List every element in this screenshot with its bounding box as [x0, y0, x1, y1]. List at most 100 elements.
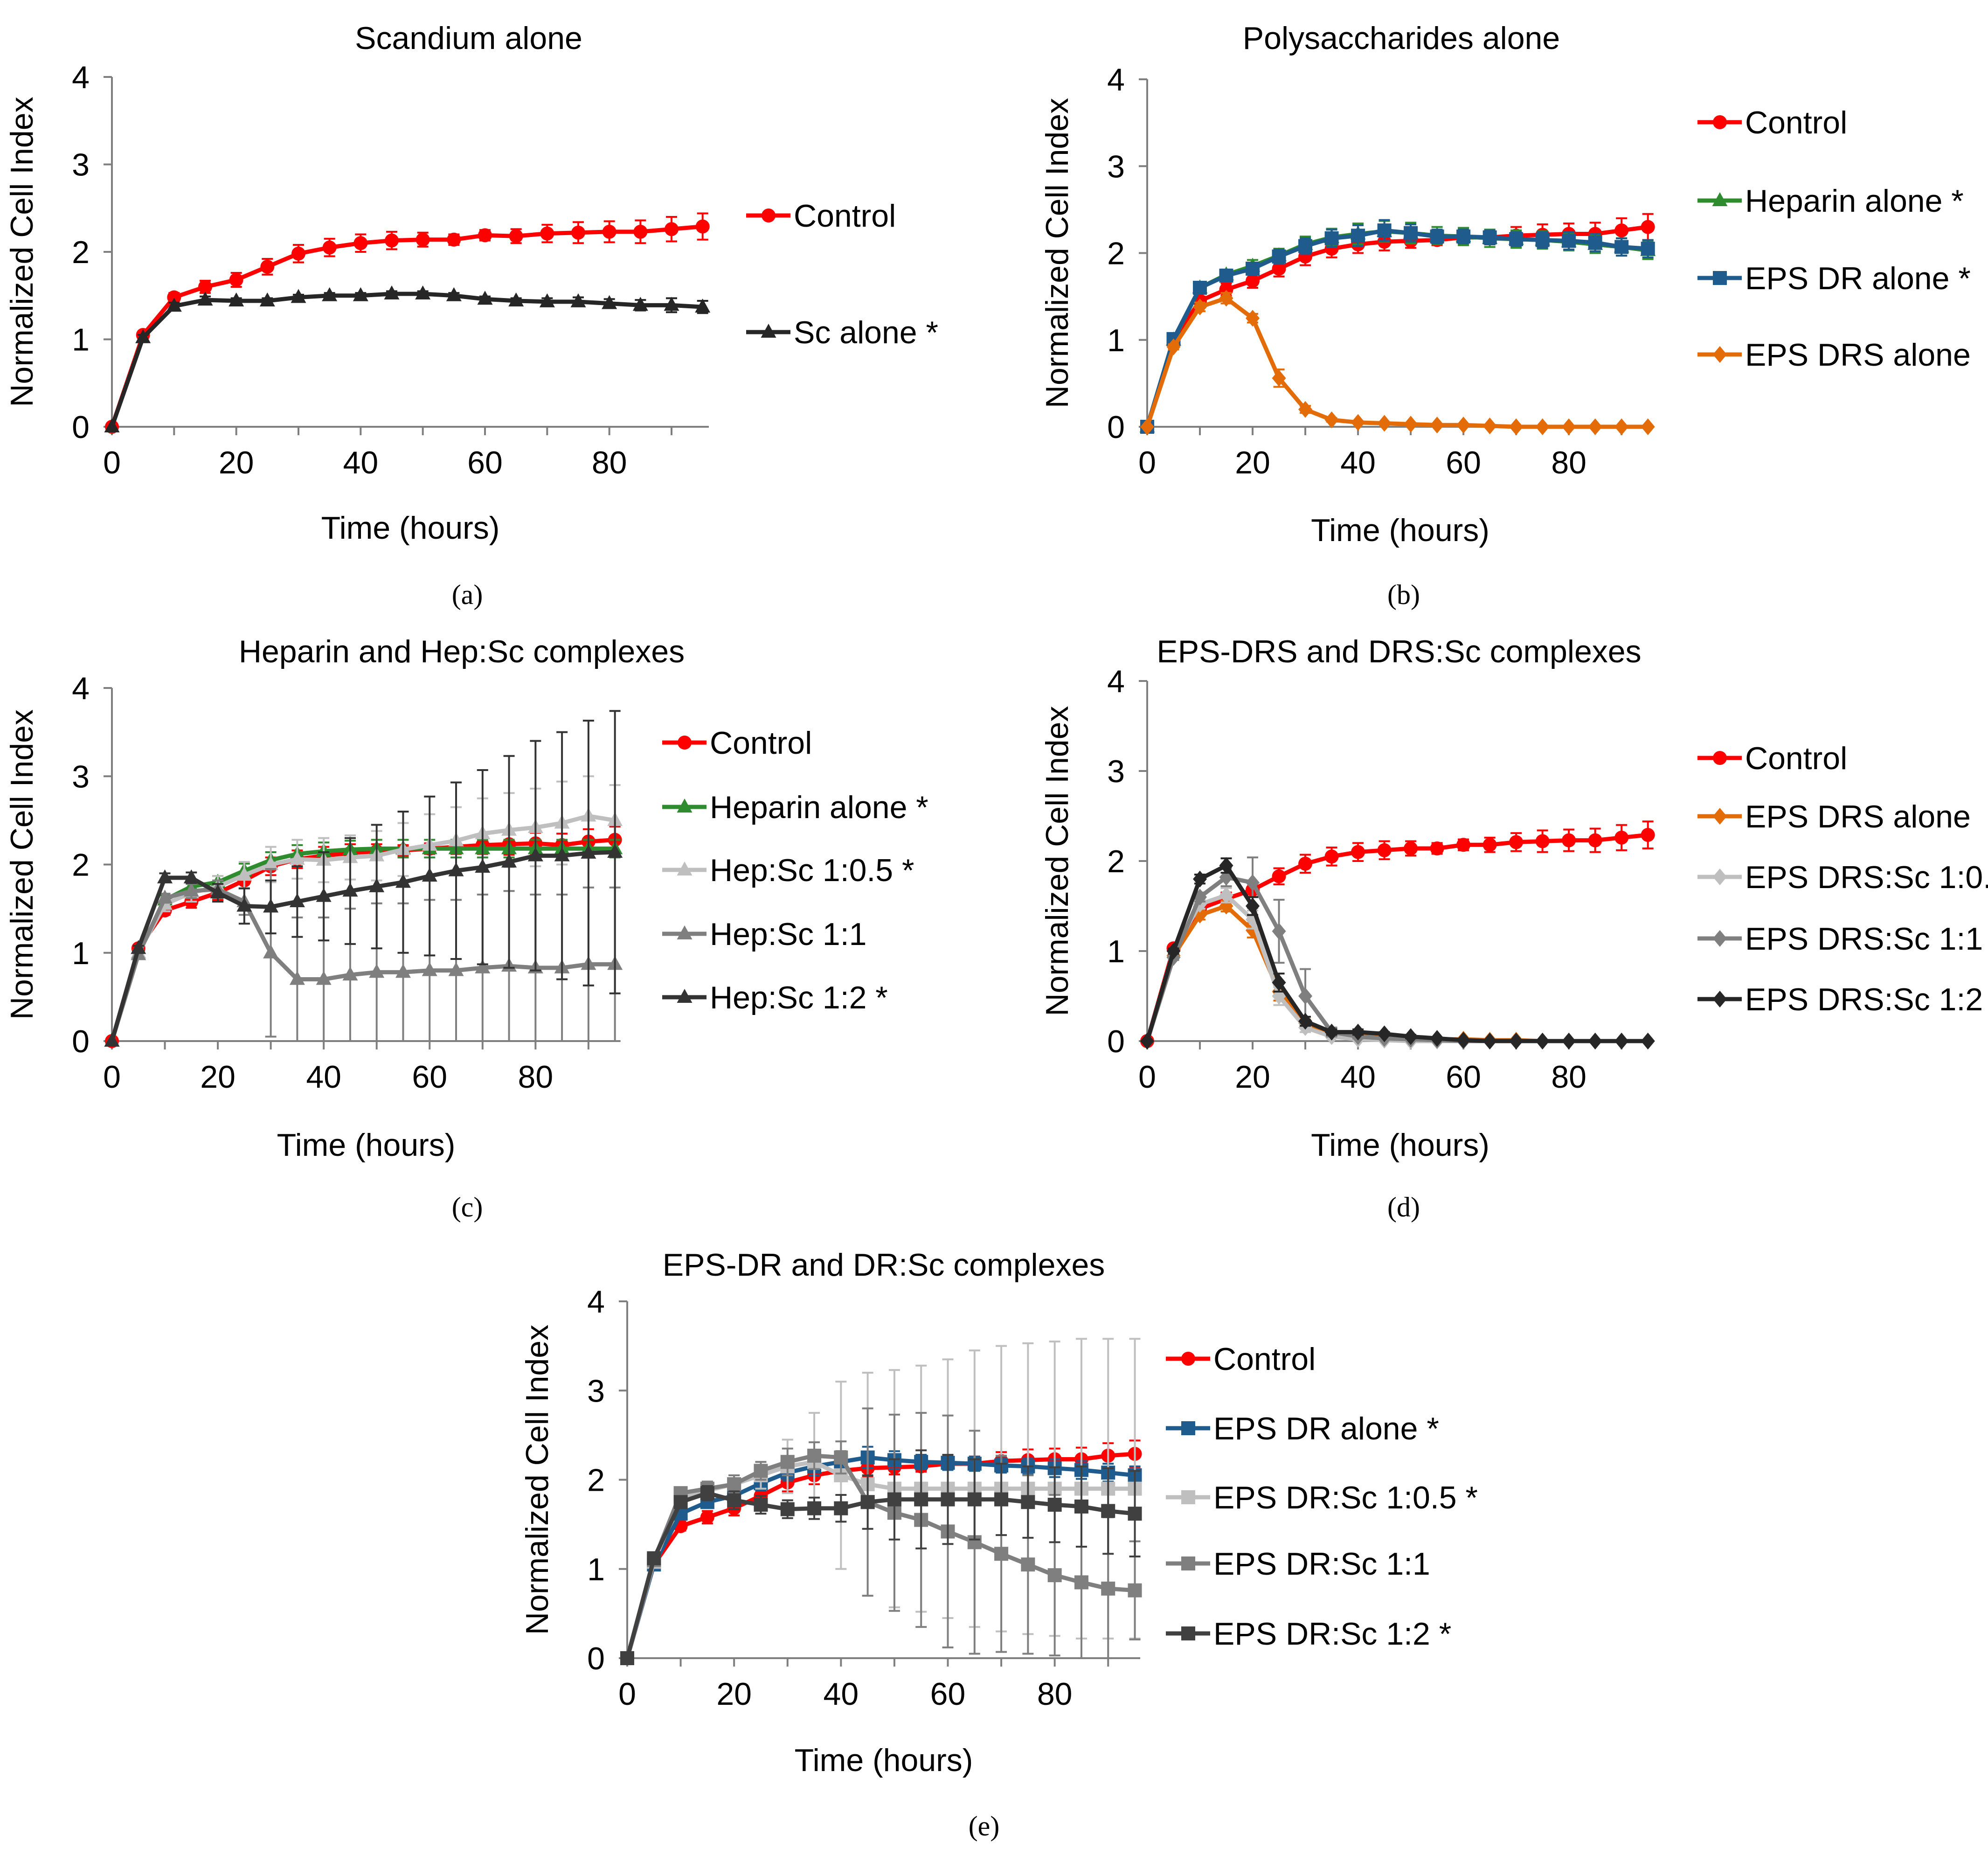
data-point: [369, 964, 385, 978]
data-point: [1482, 838, 1497, 852]
data-point: [1404, 1028, 1418, 1045]
data-point: [1246, 897, 1260, 915]
data-point: [727, 1477, 741, 1492]
data-point: [754, 1464, 768, 1478]
data-point: [157, 889, 173, 904]
legend-marker: [762, 208, 776, 222]
y-tick-label: 4: [587, 1284, 605, 1320]
data-point: [1404, 841, 1418, 855]
data-point: [236, 867, 252, 881]
data-point: [197, 292, 213, 306]
data-point: [1509, 232, 1524, 246]
data-point: [353, 236, 368, 250]
y-axis-label: Normalized Cell Index: [1039, 98, 1075, 408]
data-point: [415, 285, 431, 299]
data-point: [475, 859, 491, 873]
series-0: [105, 826, 622, 1048]
data-point: [260, 259, 275, 274]
data-point: [602, 295, 617, 309]
panel-caption: (e): [969, 1811, 1000, 1841]
y-axis-label: Normalized Cell Index: [4, 97, 40, 407]
series-line: [110, 887, 615, 1042]
x-tick-label: 80: [1551, 445, 1586, 480]
legend-label: EPS DRS alone: [1745, 337, 1971, 373]
x-tick-label: 0: [103, 1059, 121, 1095]
legend-label: Control: [794, 198, 896, 234]
y-tick-label: 2: [1107, 844, 1125, 879]
data-point: [316, 971, 332, 985]
data-point: [1588, 236, 1602, 250]
series-line: [110, 838, 615, 1042]
data-point: [1351, 845, 1365, 859]
legend-marker: [677, 989, 693, 1003]
data-point: [665, 222, 679, 236]
panel-caption: (a): [452, 579, 483, 610]
data-point: [385, 233, 399, 248]
data-point: [1641, 1033, 1655, 1049]
data-point: [478, 228, 492, 243]
data-point: [620, 1651, 634, 1665]
legend-label: EPS DR:Sc 1:1: [1213, 1546, 1430, 1582]
data-point: [183, 869, 199, 883]
data-point: [183, 882, 199, 897]
data-point: [448, 862, 464, 876]
data-point: [581, 844, 596, 859]
x-axis-label: Time (hours): [795, 1743, 973, 1778]
series-line: [110, 224, 703, 428]
y-tick-label: 4: [1107, 62, 1125, 97]
data-point: [941, 1492, 955, 1507]
x-tick-label: 0: [1138, 1059, 1156, 1095]
data-point: [1128, 1583, 1142, 1598]
legend-label: Control: [1745, 105, 1847, 140]
data-point: [967, 1492, 982, 1507]
data-point: [834, 1501, 848, 1515]
data-point: [807, 1448, 822, 1463]
data-point: [395, 964, 411, 978]
data-point: [607, 844, 623, 858]
data-point: [994, 1492, 1009, 1507]
data-point: [131, 940, 146, 954]
data-point: [157, 869, 173, 883]
data-point: [1021, 1557, 1035, 1572]
data-point: [695, 299, 711, 313]
legend-marker: [1713, 808, 1727, 825]
data-point: [914, 1492, 928, 1507]
data-point: [1246, 274, 1260, 288]
series-line: [1145, 296, 1648, 429]
series-line: [110, 292, 703, 428]
legend-marker: [678, 736, 692, 750]
y-axis-label: Normalized Cell Index: [4, 709, 40, 1020]
x-tick-label: 40: [824, 1676, 859, 1712]
data-point: [322, 287, 338, 301]
y-tick-label: 3: [1107, 754, 1125, 789]
data-point: [422, 868, 437, 882]
data-point: [289, 893, 305, 907]
data-point: [695, 219, 710, 234]
data-point: [700, 1486, 714, 1501]
data-point: [1562, 418, 1576, 435]
data-point: [1614, 223, 1629, 238]
x-tick-label: 0: [1138, 445, 1156, 480]
data-point: [501, 853, 517, 868]
data-point: [166, 298, 182, 312]
data-point: [860, 1495, 875, 1509]
x-tick-label: 80: [518, 1059, 554, 1095]
data-point: [1193, 870, 1207, 888]
data-point: [1246, 262, 1260, 276]
data-point: [807, 1501, 822, 1515]
chart-title: EPS-DRS and DRS:Sc complexes: [1157, 634, 1641, 669]
series-line: [1145, 893, 1648, 1043]
series-1: [1139, 220, 1656, 432]
data-point: [1509, 418, 1524, 435]
data-point: [1562, 833, 1576, 848]
data-point: [1377, 843, 1392, 857]
data-point: [353, 287, 368, 301]
x-tick-label: 80: [592, 445, 627, 480]
data-point: [291, 289, 306, 303]
x-tick-label: 20: [200, 1059, 236, 1095]
data-point: [1482, 230, 1497, 244]
legend-label: Hep:Sc 1:2 *: [710, 980, 888, 1015]
